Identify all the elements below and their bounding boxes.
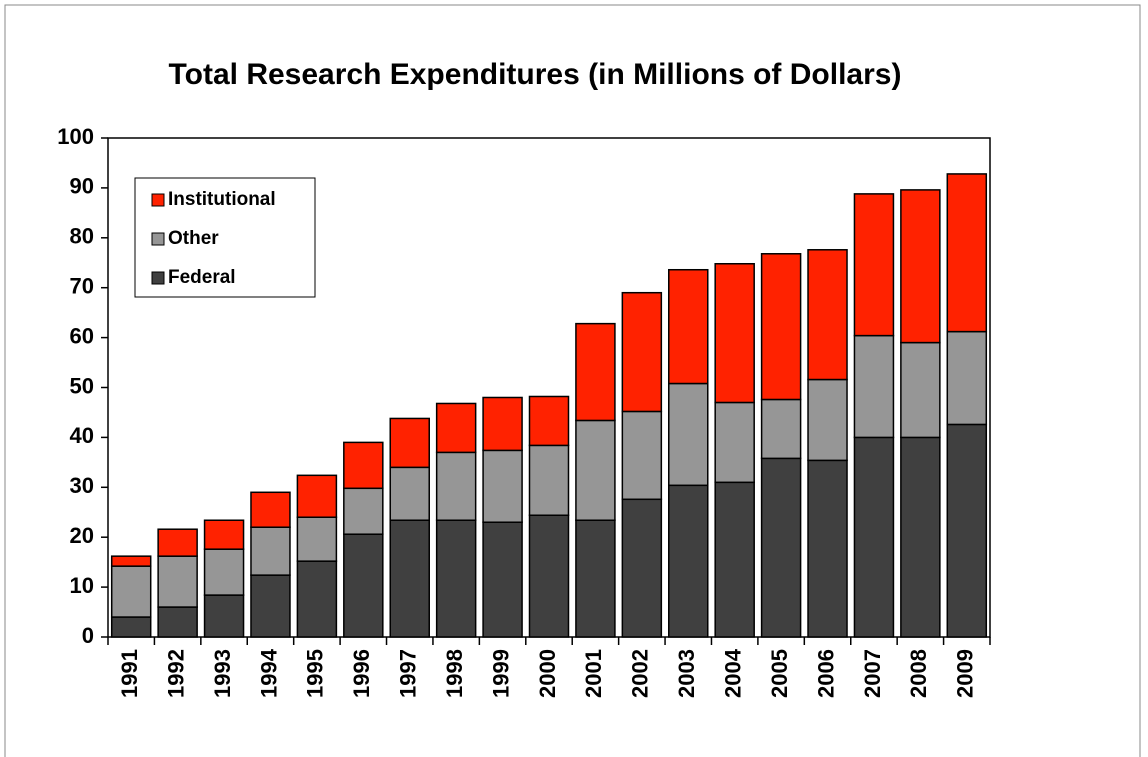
bar-segment bbox=[389, 417, 430, 469]
legend-swatch bbox=[151, 193, 165, 207]
x-tick-label: 2004 bbox=[720, 648, 745, 698]
bar-segment bbox=[296, 474, 338, 518]
x-tick-label: 1995 bbox=[303, 649, 328, 698]
bar-segment bbox=[389, 466, 430, 521]
x-tick-label: 2000 bbox=[535, 649, 560, 698]
bar-segment bbox=[157, 528, 198, 557]
x-tick-label: 1997 bbox=[396, 649, 421, 698]
x-tick-label: 2002 bbox=[628, 649, 653, 698]
y-tick-label: 70 bbox=[70, 274, 94, 299]
legend-label: Federal bbox=[168, 267, 236, 288]
bar-segment bbox=[528, 444, 570, 516]
bar-segment bbox=[157, 555, 198, 608]
bar-segment bbox=[528, 395, 570, 447]
bar-segment bbox=[110, 565, 152, 618]
bar-segment bbox=[900, 341, 941, 439]
legend-box bbox=[134, 177, 316, 298]
bar-segment bbox=[668, 268, 709, 385]
chart-title: Total Research Expenditures (in Millions… bbox=[169, 58, 902, 91]
legend-label: Institutional bbox=[168, 189, 276, 210]
y-tick-label: 10 bbox=[70, 573, 94, 598]
bar-segment bbox=[946, 173, 988, 333]
x-tick-label: 1999 bbox=[488, 649, 513, 698]
bar-segment bbox=[575, 519, 616, 638]
y-tick-label: 100 bbox=[57, 124, 94, 149]
bar-segment bbox=[482, 521, 523, 638]
bar-segment bbox=[435, 451, 477, 521]
legend-swatch bbox=[151, 232, 165, 246]
bar-segment bbox=[296, 516, 338, 562]
bar-segment bbox=[621, 291, 663, 413]
bar-segment bbox=[203, 519, 245, 550]
x-tick-label: 2008 bbox=[906, 649, 931, 698]
x-tick-label: 2005 bbox=[767, 649, 792, 698]
y-tick-label: 50 bbox=[70, 373, 94, 398]
bar-segment bbox=[807, 459, 848, 638]
y-tick-label: 20 bbox=[70, 523, 94, 548]
bar-segment bbox=[389, 519, 430, 638]
bar-segment bbox=[110, 555, 152, 567]
bar-segment bbox=[760, 253, 802, 401]
bar-segment bbox=[250, 574, 291, 638]
x-tick-label: 1996 bbox=[349, 649, 374, 698]
bar-segment bbox=[435, 402, 477, 454]
bar-segment bbox=[900, 436, 941, 638]
x-tick-label: 2003 bbox=[674, 649, 699, 698]
x-tick-label: 2009 bbox=[953, 649, 978, 698]
bar-segment bbox=[946, 330, 988, 426]
x-tick-label: 2006 bbox=[813, 649, 838, 698]
x-tick-label: 1991 bbox=[117, 649, 142, 698]
bar-segment bbox=[714, 262, 755, 404]
bar-segment bbox=[853, 334, 895, 439]
x-tick-label: 1994 bbox=[256, 648, 281, 698]
x-tick-label: 2001 bbox=[581, 649, 606, 698]
bar-segment bbox=[668, 382, 709, 487]
bar-segment bbox=[760, 398, 802, 460]
bar-segment bbox=[528, 514, 570, 638]
legend-label: Other bbox=[168, 228, 219, 249]
y-tick-label: 80 bbox=[70, 224, 94, 249]
bar-segment bbox=[760, 457, 802, 638]
bar-segment bbox=[482, 396, 523, 452]
bar-segment bbox=[621, 410, 663, 501]
x-tick-label: 2007 bbox=[860, 649, 885, 698]
bar-segment bbox=[296, 560, 338, 638]
y-tick-label: 30 bbox=[70, 473, 94, 498]
bar-segment bbox=[853, 193, 895, 337]
bar-segment bbox=[343, 441, 384, 490]
bar-segment bbox=[807, 249, 848, 381]
bar-segment bbox=[575, 419, 616, 521]
bar-segment bbox=[157, 606, 198, 638]
bar-segment bbox=[343, 487, 384, 535]
bar-segment bbox=[575, 322, 616, 422]
bar-segment bbox=[203, 594, 245, 638]
y-tick-label: 60 bbox=[70, 323, 94, 348]
bar-segment bbox=[668, 484, 709, 638]
bar-segment bbox=[853, 436, 895, 638]
y-tick-label: 40 bbox=[70, 423, 94, 448]
y-tick-label: 90 bbox=[70, 174, 94, 199]
x-tick-label: 1993 bbox=[210, 649, 235, 698]
x-tick-label: 1992 bbox=[163, 649, 188, 698]
bar-segment bbox=[482, 449, 523, 523]
bar-segment bbox=[714, 481, 755, 638]
bar-segment bbox=[900, 189, 941, 344]
bar-segment bbox=[250, 491, 291, 528]
bar-segment bbox=[807, 378, 848, 462]
bar-segment bbox=[714, 401, 755, 484]
legend-swatch bbox=[151, 271, 165, 285]
bar-segment bbox=[110, 616, 152, 638]
x-tick-label: 1998 bbox=[442, 649, 467, 698]
bar-segment bbox=[250, 526, 291, 576]
bar-segment bbox=[435, 519, 477, 638]
bar-segment bbox=[621, 498, 663, 638]
bar-segment bbox=[203, 548, 245, 596]
bar-segment bbox=[946, 423, 988, 638]
y-tick-label: 0 bbox=[82, 623, 94, 648]
bar-segment bbox=[343, 533, 384, 638]
